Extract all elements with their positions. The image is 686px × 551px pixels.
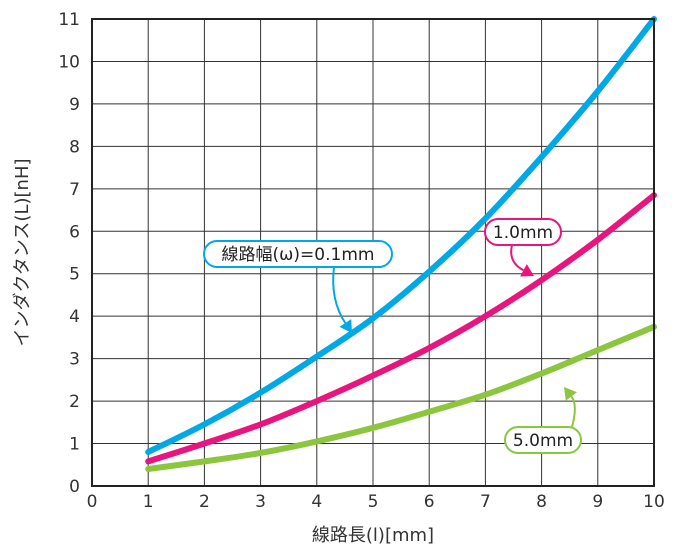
callout-arrow-head	[339, 319, 352, 333]
y-tick-label: 9	[69, 95, 80, 115]
callout-arrow-line	[332, 266, 347, 324]
series-line-5.0mm	[145, 323, 657, 472]
callout-1.0mm: 1.0mm	[484, 218, 562, 277]
y-tick-label: 11	[58, 10, 80, 30]
y-axis-title: インダクタンス(L)[nH]	[12, 159, 33, 347]
callout-arrow-line	[510, 244, 524, 272]
x-axis-title: 線路長(l)[mm]	[312, 525, 434, 546]
y-tick-label: 1	[69, 435, 80, 455]
x-tick-label: 3	[255, 492, 266, 512]
x-tick-label: 10	[643, 492, 665, 512]
y-tick-label: 2	[69, 392, 80, 412]
callout-box	[203, 240, 393, 268]
series-layer	[145, 16, 657, 472]
y-tick-labels: 0 1 2 3 4 5 6 7 8 9 10 11	[58, 10, 80, 497]
callout-arrow-head	[520, 264, 534, 277]
callout-label: 1.0mm	[493, 223, 553, 243]
callouts: 線路幅(ω)=0.1mm 1.0mm 5.0mm	[203, 218, 582, 454]
series-line-0.1mm	[145, 16, 657, 455]
y-tick-label: 8	[69, 137, 80, 157]
y-tick-label: 4	[69, 307, 80, 327]
plot-frame	[91, 18, 655, 487]
x-tick-label: 6	[424, 492, 435, 512]
y-tick-label: 10	[58, 52, 80, 72]
x-tick-label: 2	[199, 492, 210, 512]
y-tick-label: 7	[69, 180, 80, 200]
callout-arrow-line	[570, 395, 576, 428]
y-tick-label: 6	[69, 222, 80, 242]
x-tick-labels: 0 1 2 3 4 5 6 7 8 9 10	[87, 492, 665, 512]
y-tick-label: 0	[69, 477, 80, 497]
callout-arrow-head	[564, 387, 577, 401]
x-tick-label: 8	[536, 492, 547, 512]
y-tick-label: 5	[69, 265, 80, 285]
x-tick-label: 7	[480, 492, 491, 512]
callout-box	[484, 218, 562, 246]
x-tick-label: 4	[311, 492, 322, 512]
callout-5.0mm: 5.0mm	[504, 387, 582, 454]
callout-0.1mm: 線路幅(ω)=0.1mm	[203, 240, 393, 333]
y-tick-label: 3	[69, 350, 80, 370]
x-tick-label: 9	[592, 492, 603, 512]
series-line-1.0mm	[145, 192, 657, 465]
x-tick-label: 0	[87, 492, 98, 512]
x-tick-label: 5	[368, 492, 379, 512]
callout-label: 5.0mm	[513, 431, 573, 451]
x-tick-label: 1	[143, 492, 154, 512]
callout-box	[504, 426, 582, 454]
callout-label: 線路幅(ω)=0.1mm	[222, 245, 375, 265]
